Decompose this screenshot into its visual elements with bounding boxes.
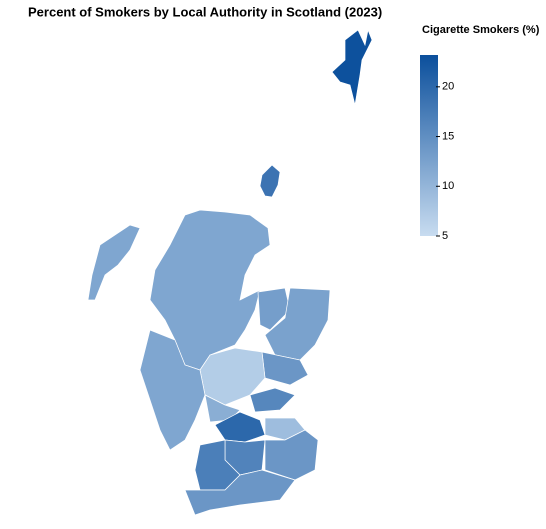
legend-tick-label: 20 [442,81,454,93]
region [139,329,206,451]
legend-tick-label: 15 [442,130,454,142]
legend-tick-label: 5 [442,230,448,242]
legend-tick-label: 10 [442,180,454,192]
region [249,387,296,413]
region [149,209,271,371]
color-legend [420,55,438,236]
region [264,429,319,481]
region [257,287,291,331]
region [87,224,141,301]
map-title: Percent of Smokers by Local Authority in… [28,4,382,19]
region [259,164,281,198]
legend-title: Cigarette Smokers (%) [422,24,540,36]
region [331,28,373,106]
region [184,469,296,516]
